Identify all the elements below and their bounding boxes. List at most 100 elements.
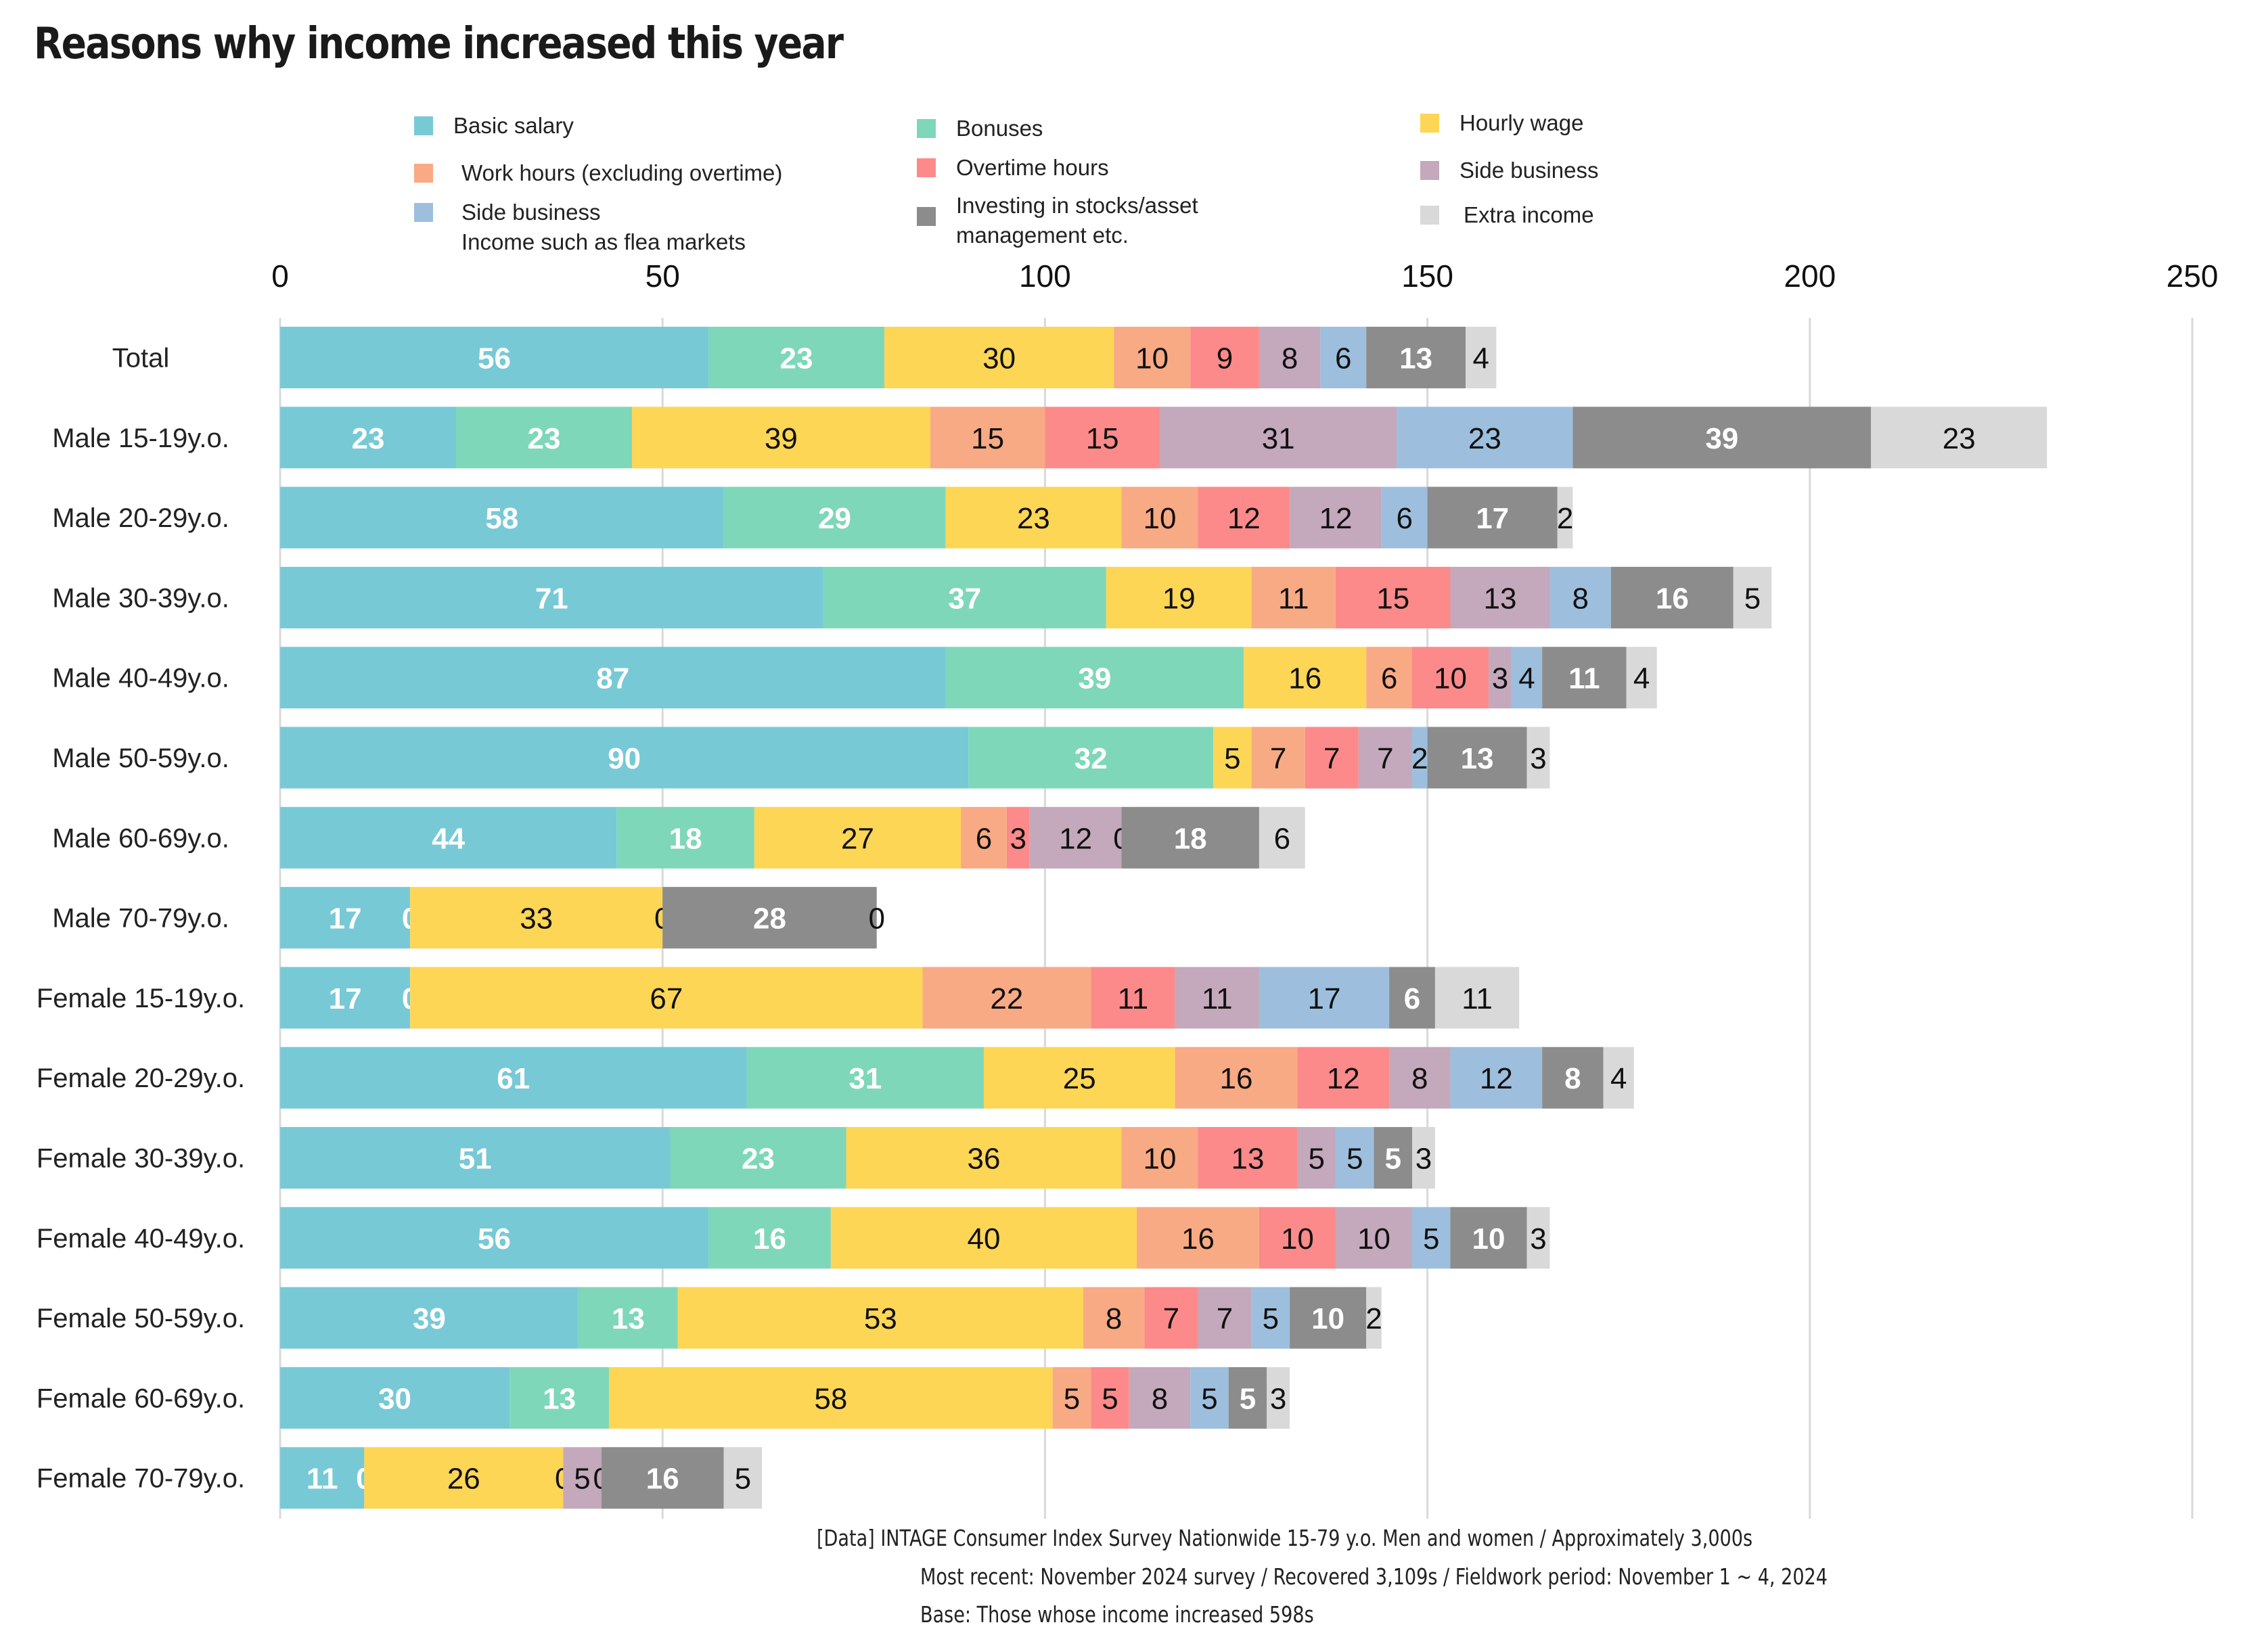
bar-segment-basic-salary (280, 1447, 365, 1509)
data-label: 6 (976, 822, 992, 855)
data-label: 11 (1202, 982, 1233, 1015)
category-label: Male 40-49y.o. (52, 664, 229, 693)
bar-segment-bonuses (670, 1127, 846, 1189)
bar-segment-extra-income (1526, 727, 1550, 789)
data-label: 7 (1270, 742, 1286, 775)
data-label: 17 (329, 982, 362, 1015)
bar-segment-investing-in-stocks-asset-management-etc (1228, 1367, 1267, 1429)
bar-segment-extra-income (1259, 806, 1305, 869)
bar-segment-overtime-hours (1259, 1207, 1336, 1269)
legend-swatch (1420, 206, 1439, 225)
bar-segment-hourly-wage (677, 1287, 1083, 1349)
bar-segment-extra-income (1466, 327, 1497, 388)
data-label: 5 (1201, 1382, 1217, 1415)
bar-segment-extra-income (1603, 1047, 1634, 1109)
bar-segment-basic-salary (280, 1207, 709, 1269)
bar-segment-extra-income (1366, 1287, 1382, 1349)
bar-segment-hourly-wage (1213, 727, 1252, 789)
bar-segment-basic-salary (280, 407, 456, 469)
bar-segment-overtime-hours (1144, 1287, 1198, 1349)
data-label: 12 (1227, 502, 1261, 535)
bar-segment-overtime-hours (1198, 1127, 1298, 1189)
bar-segment-extra-income (1267, 1367, 1290, 1429)
data-label: 27 (841, 822, 874, 855)
bar-segment-hourly-wage (945, 486, 1122, 549)
data-label: 5 (574, 1463, 590, 1496)
data-label: 44 (432, 822, 465, 855)
bar-row-female-50-59y-o: 39 13 53 8 7 7 5 10 2 (280, 1287, 1382, 1349)
legend-item-overtime-hours: Overtime hours (917, 153, 1109, 183)
x-tick-label: 200 (1784, 258, 1836, 294)
bar-segment-side-business-income-such-as-flea-markets (1259, 967, 1390, 1029)
bar-segment-basic-salary (280, 967, 411, 1029)
legend-item-basic-salary: Basic salary (414, 111, 574, 141)
data-label: 6 (1396, 502, 1412, 535)
data-label: 12 (1059, 822, 1092, 855)
bar-row-female-60-69y-o: 30 13 58 5 5 8 5 5 3 (280, 1367, 1290, 1429)
bar-segment-investing-in-stocks-asset-management-etc (1427, 486, 1558, 549)
category-label: Female 60-69y.o. (37, 1383, 245, 1413)
bar-segment-hourly-wage (983, 1047, 1175, 1109)
data-label: 4 (1633, 662, 1650, 695)
bar-segment-side-business (1389, 1047, 1451, 1109)
data-label: 23 (780, 342, 813, 375)
category-label: Male 50-59y.o. (52, 743, 229, 773)
bar-segment-side-business (1335, 1207, 1412, 1269)
bar-segment-bonuses (746, 1047, 984, 1109)
legend-label: Bonuses (956, 116, 1043, 141)
data-label: 10 (1143, 1143, 1176, 1176)
legend-item-hourly-wage: Hourly wage (1420, 108, 1583, 138)
legend-label: Basic salary (453, 113, 574, 138)
data-label: 23 (1468, 422, 1501, 455)
data-label: 8 (1411, 1062, 1428, 1095)
bar-segment-overtime-hours (1091, 967, 1175, 1029)
bar-row-male-50-59y-o: 90 32 5 7 7 7 2 13 3 (280, 727, 1550, 789)
category-label: Female 30-39y.o. (37, 1144, 245, 1174)
bar-segment-work-hours-excluding-overtime (1083, 1287, 1145, 1349)
data-label: 5 (1064, 1382, 1080, 1415)
data-label: 56 (478, 342, 511, 375)
bar-row-female-40-49y-o: 56 16 40 16 10 10 5 10 3 (280, 1207, 1550, 1269)
category-label: Female 15-19y.o. (37, 984, 245, 1013)
bar-segment-investing-in-stocks-asset-management-etc (1374, 1127, 1412, 1189)
x-tick-label: 100 (1019, 258, 1071, 294)
category-label: Male 30-39y.o. (52, 583, 229, 613)
data-label: 6 (1404, 982, 1420, 1015)
bar-segment-side-business (1129, 1367, 1191, 1429)
bar-segment-side-business (1198, 1287, 1252, 1349)
bar-segment-hourly-wage (1106, 566, 1252, 628)
legend-swatch (917, 158, 936, 177)
data-label: 67 (650, 982, 683, 1015)
legend-swatch (414, 203, 433, 222)
data-label: 9 (1217, 342, 1233, 375)
data-label: 23 (742, 1143, 775, 1176)
data-label: 22 (990, 982, 1023, 1015)
bar-row-female-15-19y-o: 1706722111117611 (280, 967, 1520, 1029)
legend-swatch (414, 164, 433, 183)
data-label: 5 (1423, 1222, 1439, 1256)
bar-segment-work-hours-excluding-overtime (1251, 566, 1336, 628)
bar-segment-side-business-income-such-as-flea-markets (1549, 566, 1611, 628)
bar-segment-side-business (1259, 327, 1321, 388)
footer-base: Base: Those whose income increased 598s (920, 1601, 1314, 1628)
data-label: 12 (1327, 1062, 1360, 1095)
bar-segment-overtime-hours (1190, 327, 1259, 388)
bar-segment-investing-in-stocks-asset-management-etc (1290, 1287, 1367, 1349)
data-label: 29 (818, 502, 851, 535)
bar-segment-basic-salary (280, 1127, 671, 1189)
data-label: 15 (1086, 422, 1119, 455)
x-axis-ticks: 0 50 100 150 200 250 (271, 258, 2218, 294)
bar-segment-side-business-income-such-as-flea-markets (1381, 486, 1428, 549)
data-label: 7 (1377, 742, 1393, 775)
bar-segment-overtime-hours (1297, 1047, 1390, 1109)
data-label: 11 (1118, 982, 1149, 1015)
category-label: Male 60-69y.o. (52, 823, 229, 853)
x-tick-label: 250 (2167, 258, 2219, 294)
data-label: 13 (1231, 1143, 1264, 1176)
bar-segment-overtime-hours (1045, 407, 1160, 469)
data-label: 10 (1143, 502, 1176, 535)
data-label: 16 (1220, 1062, 1253, 1095)
category-label: Male 20-29y.o. (52, 503, 229, 533)
data-label: 2 (1411, 742, 1428, 775)
bar-segment-overtime-hours (1006, 806, 1030, 869)
